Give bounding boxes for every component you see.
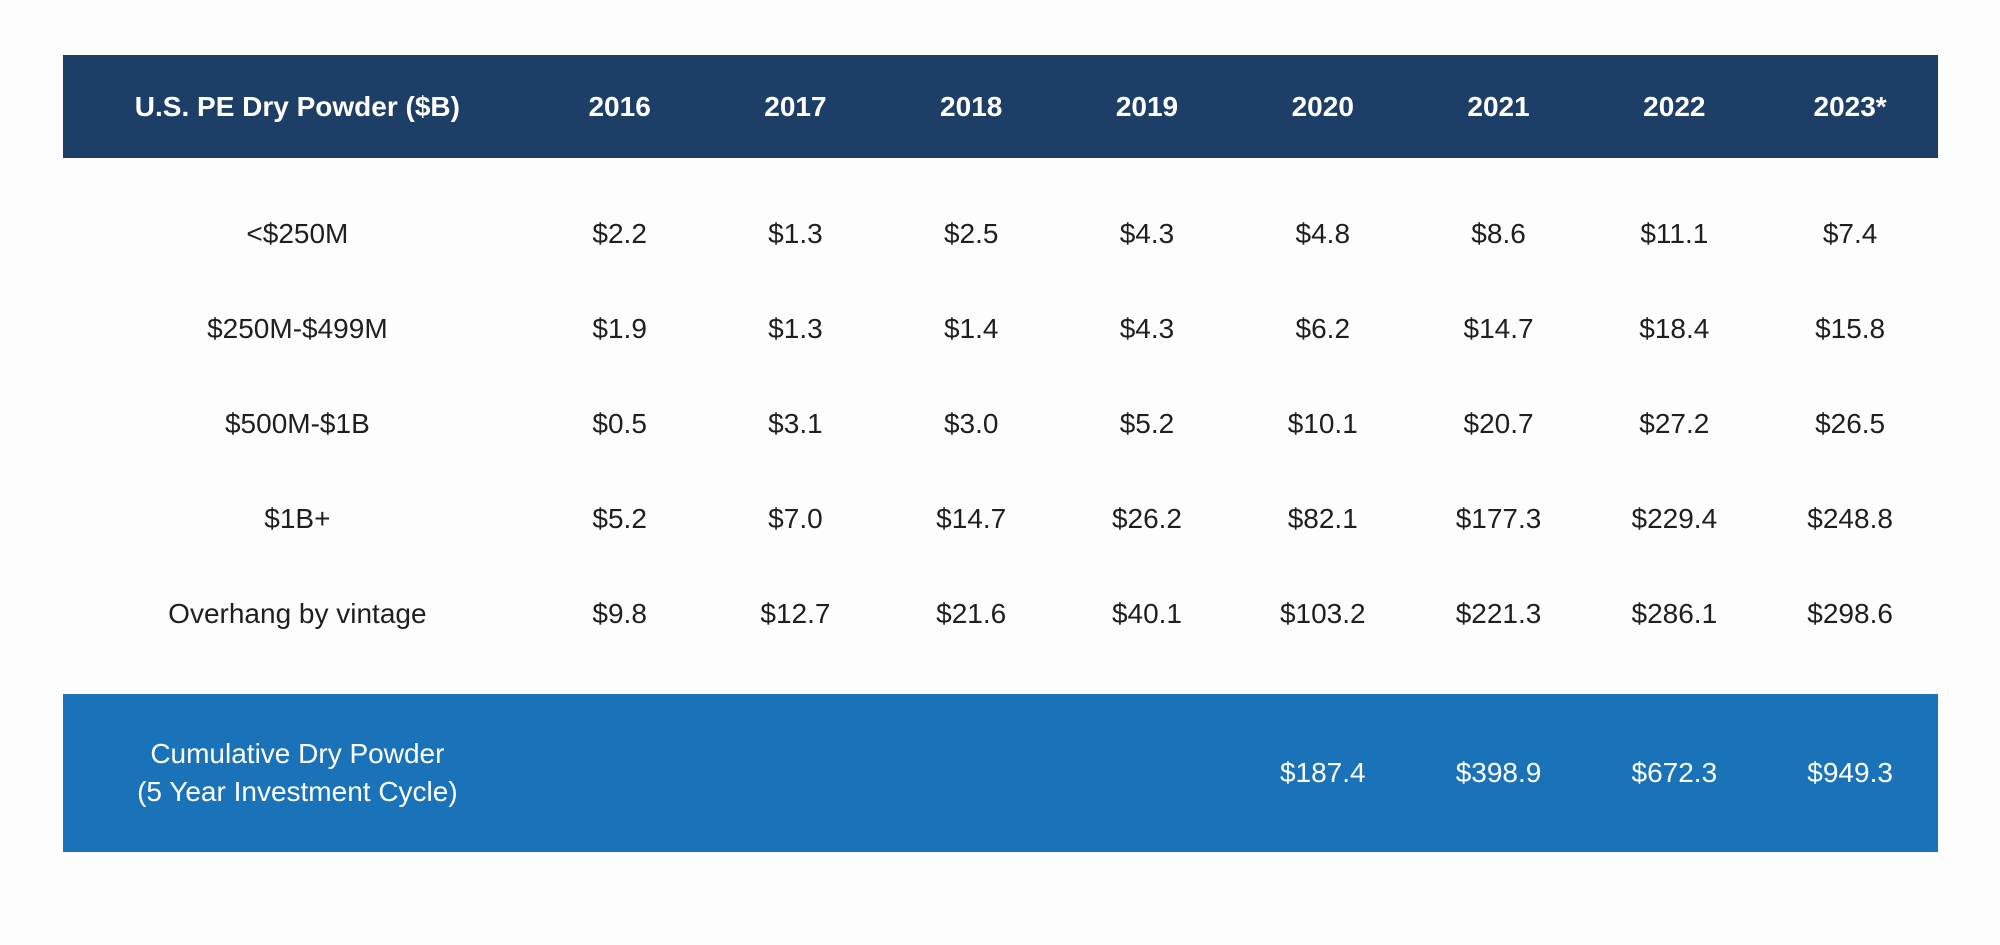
column-header-2023: 2023*	[1813, 90, 1887, 122]
cell-value: $9.8	[592, 597, 647, 629]
cell-value: $1.4	[943, 312, 999, 344]
cell-value: $18.4	[1639, 312, 1710, 344]
cell-value: $248.8	[1807, 502, 1893, 534]
cell-value: $2.5	[943, 217, 999, 249]
cell-value: $26.5	[1815, 407, 1886, 439]
cell-value: $7.0	[768, 502, 823, 534]
cell-value: $27.2	[1639, 407, 1710, 439]
row-label: $1B+	[264, 502, 331, 534]
footer-value: $398.9	[1455, 757, 1542, 788]
footer-value: $187.4	[1279, 757, 1366, 788]
cell-value: $7.4	[1822, 217, 1878, 249]
footer-label: Cumulative Dry Powder (5 Year Investment…	[63, 735, 532, 811]
cell-value: $12.7	[760, 597, 831, 629]
footer-label-line1: Cumulative Dry Powder	[150, 738, 445, 769]
cell-value: $229.4	[1631, 502, 1718, 534]
column-header-2022: 2022	[1643, 90, 1706, 122]
footer-label-line2: (5 Year Investment Cycle)	[137, 776, 458, 807]
row-label: <$250M	[246, 217, 349, 249]
cell-value: $8.6	[1471, 217, 1526, 249]
column-header-2017: 2017	[764, 90, 827, 122]
cumulative-footer-row: Cumulative Dry Powder (5 Year Investment…	[63, 694, 1938, 852]
column-header-2016: 2016	[588, 90, 651, 122]
table-row: $1B+ $5.2 $7.0 $14.7 $26.2 $82.1 $177.3 …	[63, 471, 1938, 566]
cell-value: $5.2	[1119, 407, 1175, 439]
cell-value: $3.0	[943, 407, 999, 439]
column-header-2020: 2020	[1291, 90, 1354, 122]
cell-value: $4.3	[1119, 217, 1175, 249]
cell-value: $5.2	[592, 502, 647, 534]
table-header-row: U.S. PE Dry Powder ($B) 2016 2017 2018 2…	[63, 55, 1938, 158]
cell-value: $82.1	[1287, 502, 1358, 534]
cell-value: $14.7	[936, 502, 1007, 534]
footer-value: $672.3	[1631, 757, 1718, 788]
dry-powder-table: U.S. PE Dry Powder ($B) 2016 2017 2018 2…	[63, 55, 1938, 852]
cell-value: $0.5	[592, 407, 647, 439]
cell-value: $286.1	[1631, 597, 1718, 629]
table-body: <$250M $2.2 $1.3 $2.5 $4.3 $4.8 $8.6 $11…	[63, 158, 1938, 694]
cell-value: $11.1	[1640, 217, 1709, 249]
column-header-2021: 2021	[1467, 90, 1530, 122]
table-title: U.S. PE Dry Powder ($B)	[134, 90, 460, 122]
cell-value: $4.8	[1295, 217, 1351, 249]
footer-value: $949.3	[1807, 757, 1893, 788]
column-header-2018: 2018	[940, 90, 1003, 122]
row-label: $500M-$1B	[224, 407, 370, 439]
cell-value: $6.2	[1295, 312, 1351, 344]
cell-value: $3.1	[768, 407, 823, 439]
cell-value: $298.6	[1807, 597, 1893, 629]
cell-value: $15.8	[1815, 312, 1886, 344]
cell-value: $177.3	[1455, 502, 1542, 534]
table-row: $250M-$499M $1.9 $1.3 $1.4 $4.3 $6.2 $14…	[63, 281, 1938, 376]
table-row: Overhang by vintage $9.8 $12.7 $21.6 $40…	[63, 566, 1938, 661]
cell-value: $21.6	[936, 597, 1007, 629]
cell-value: $10.1	[1287, 407, 1358, 439]
cell-value: $14.7	[1463, 312, 1534, 344]
row-label: $250M-$499M	[207, 312, 388, 344]
cell-value: $1.9	[592, 312, 647, 344]
column-header-2019: 2019	[1115, 90, 1179, 122]
row-label: Overhang by vintage	[168, 597, 427, 629]
table-row: <$250M $2.2 $1.3 $2.5 $4.3 $4.8 $8.6 $11…	[63, 186, 1938, 281]
cell-value: $4.3	[1119, 312, 1175, 344]
cell-value: $26.2	[1111, 502, 1183, 534]
cell-value: $1.3	[768, 217, 823, 249]
cell-value: $20.7	[1463, 407, 1534, 439]
table-row: $500M-$1B $0.5 $3.1 $3.0 $5.2 $10.1 $20.…	[63, 376, 1938, 471]
cell-value: $221.3	[1455, 597, 1542, 629]
cell-value: $40.1	[1111, 597, 1183, 629]
cell-value: $1.3	[768, 312, 823, 344]
cell-value: $103.2	[1279, 597, 1366, 629]
cell-value: $2.2	[592, 217, 647, 249]
